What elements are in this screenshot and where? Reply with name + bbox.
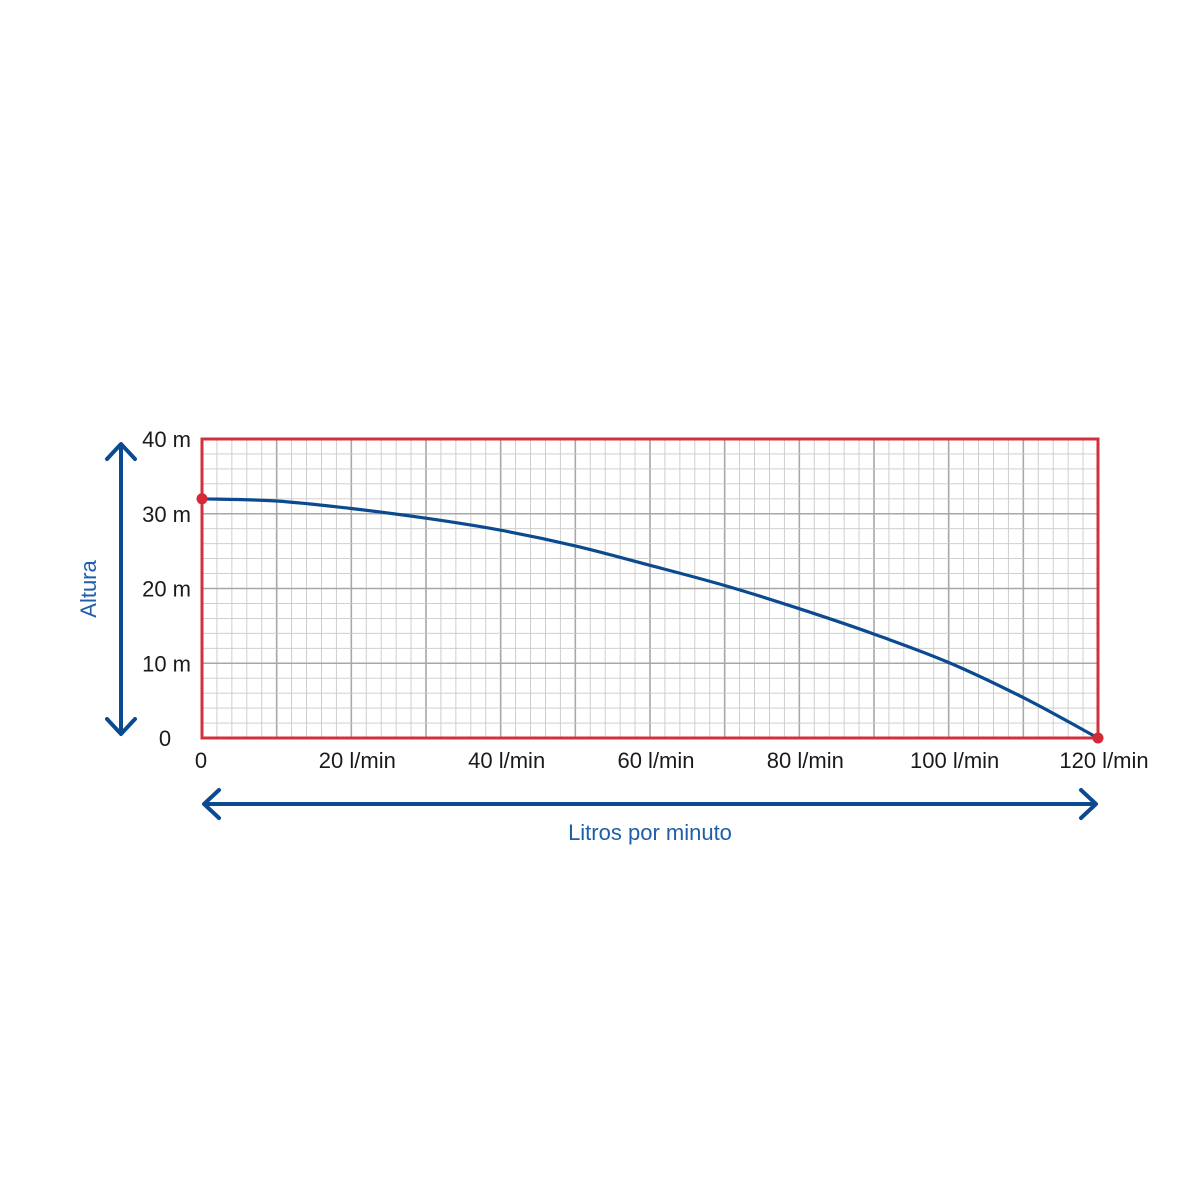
shutoff-head-point	[196, 493, 208, 505]
x-tick-label: 80 l/min	[767, 748, 844, 773]
x-tick-labels: 0 20 l/min 40 l/min 60 l/min 80 l/min 100 l/m…	[195, 748, 1149, 773]
x-axis-arrow	[202, 788, 1098, 820]
x-tick-label: 20 l/min	[319, 748, 396, 773]
y-tick-label: 40 m	[142, 427, 191, 452]
x-tick-label: 120 l/min	[1059, 748, 1148, 773]
x-tick-label: 60 l/min	[617, 748, 694, 773]
plot-frame	[200, 437, 1100, 740]
y-tick-labels: 0 10 m 20 m 30 m 40 m	[142, 427, 191, 751]
y-tick-label: 30 m	[142, 502, 191, 527]
y-axis-title: Altura	[76, 560, 101, 618]
y-tick-label: 20 m	[142, 577, 191, 602]
endpoint-markers	[196, 493, 1104, 744]
max-flow-point	[1092, 732, 1104, 744]
arrow-left-icon	[202, 788, 221, 820]
y-tick-label: 10 m	[142, 651, 191, 676]
y-axis-arrow	[105, 442, 137, 736]
y-tick-label: 0	[159, 726, 171, 751]
arrow-right-icon	[1079, 788, 1098, 820]
x-tick-label: 40 l/min	[468, 748, 545, 773]
arrow-down-icon	[105, 717, 137, 736]
x-tick-label: 100 l/min	[910, 748, 999, 773]
x-tick-label: 0	[195, 748, 207, 773]
performance-curve	[200, 497, 1100, 740]
arrow-up-icon	[105, 442, 137, 461]
grid	[202, 439, 1098, 738]
x-axis-title: Litros por minuto	[568, 820, 732, 845]
